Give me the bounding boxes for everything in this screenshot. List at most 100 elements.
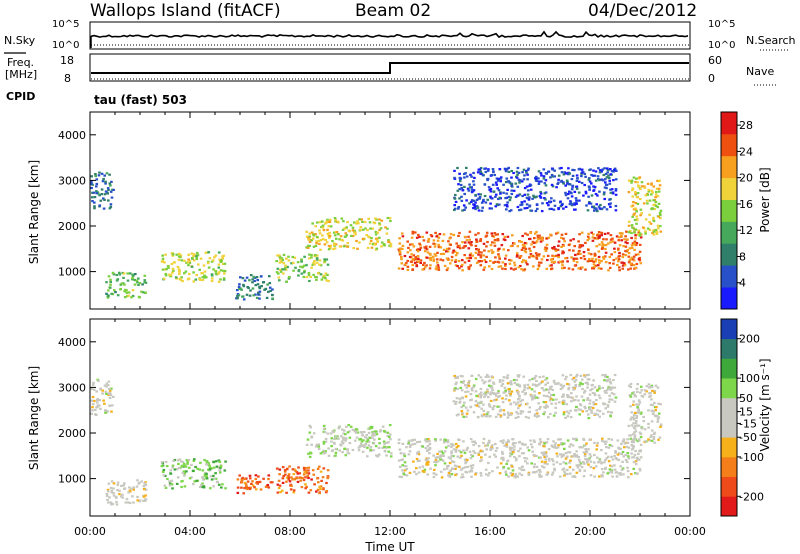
echo-cell xyxy=(112,487,115,490)
echo-cell xyxy=(646,193,650,196)
echo-cell xyxy=(128,501,132,505)
echo-cell xyxy=(456,375,459,378)
echo-cell xyxy=(99,199,103,202)
echo-cell xyxy=(447,456,451,459)
echo-cell xyxy=(636,390,639,393)
echo-cell xyxy=(591,406,595,410)
echo-cell xyxy=(223,270,227,273)
echo-cell xyxy=(518,256,521,259)
echo-cell xyxy=(164,274,168,277)
echo-cell xyxy=(249,274,253,277)
echo-cell xyxy=(640,212,643,215)
echo-cell xyxy=(535,470,539,473)
echo-cell xyxy=(327,447,330,450)
echo-cell xyxy=(624,454,627,457)
echo-cell xyxy=(658,184,662,187)
echo-cell xyxy=(260,285,263,288)
echo-cell xyxy=(635,403,638,406)
echo-cell xyxy=(284,266,287,269)
echo-cell xyxy=(464,172,467,175)
echo-cell xyxy=(462,415,465,418)
echo-cell xyxy=(522,468,526,472)
echo-cell xyxy=(326,432,330,435)
echo-cell xyxy=(178,252,181,255)
echo-cell xyxy=(407,246,410,249)
echo-cell xyxy=(570,400,573,403)
echo-cell xyxy=(528,247,531,250)
echo-cell xyxy=(366,246,370,249)
echo-cell xyxy=(544,406,547,409)
echo-cell xyxy=(137,482,141,485)
echo-cell xyxy=(116,294,120,297)
echo-cell xyxy=(489,195,492,198)
echo-cell xyxy=(477,260,480,263)
echo-cell xyxy=(236,486,240,489)
echo-cell xyxy=(328,235,332,238)
echo-cell xyxy=(325,241,329,244)
echo-cell xyxy=(610,455,613,458)
echo-cell xyxy=(338,425,341,428)
echo-cell xyxy=(605,238,608,241)
echo-cell xyxy=(255,488,258,491)
echo-cell xyxy=(573,380,577,383)
echo-cell xyxy=(566,394,570,397)
echo-cell xyxy=(464,244,467,248)
echo-cell xyxy=(95,399,99,402)
velocity-ylabel: Slant Range [km] xyxy=(27,366,41,470)
echo-cell xyxy=(296,477,299,480)
echo-cell xyxy=(470,398,473,401)
echo-cell xyxy=(508,455,512,458)
echo-cell xyxy=(494,449,498,452)
echo-cell xyxy=(125,295,129,298)
echo-cell xyxy=(107,275,111,278)
echo-cell xyxy=(486,240,489,244)
echo-cell xyxy=(510,447,514,450)
echo-cell xyxy=(576,253,580,256)
echo-cell xyxy=(328,236,331,239)
echo-cell xyxy=(472,199,476,202)
echo-cell xyxy=(614,169,617,172)
echo-cell xyxy=(426,444,430,448)
echo-cell xyxy=(138,499,142,502)
echo-cell xyxy=(513,261,516,264)
echo-cell xyxy=(464,206,467,209)
echo-cell xyxy=(586,239,589,242)
echo-cell xyxy=(297,466,300,469)
echo-cell xyxy=(517,171,521,174)
echo-cell xyxy=(322,487,325,490)
echo-cell xyxy=(278,256,282,259)
echo-cell xyxy=(400,458,403,462)
echo-cell xyxy=(614,204,618,208)
echo-cell xyxy=(481,379,484,382)
echo-cell xyxy=(257,475,260,478)
echo-cell xyxy=(587,232,590,235)
echo-cell xyxy=(141,283,144,286)
echo-cell xyxy=(596,409,599,412)
echo-cell xyxy=(593,209,596,212)
echo-cell xyxy=(535,384,538,388)
echo-cell xyxy=(453,197,457,200)
echo-cell xyxy=(164,272,168,276)
echo-cell xyxy=(482,409,486,412)
echo-cell xyxy=(518,404,521,407)
echo-cell xyxy=(490,391,493,394)
echo-cell xyxy=(507,412,510,415)
echo-cell xyxy=(554,382,557,385)
echo-cell xyxy=(510,383,513,386)
echo-cell xyxy=(584,190,588,193)
echo-cell xyxy=(477,251,481,254)
echo-cell xyxy=(425,449,429,452)
echo-cell xyxy=(630,244,634,247)
echo-cell xyxy=(609,168,612,171)
echo-cell xyxy=(615,257,618,260)
echo-cell xyxy=(598,415,601,418)
echo-cell xyxy=(275,467,279,470)
echo-cell xyxy=(504,267,507,271)
echo-cell xyxy=(363,220,367,224)
echo-cell xyxy=(461,259,464,262)
echo-cell xyxy=(327,220,330,223)
echo-cell xyxy=(378,442,381,445)
echo-cell xyxy=(598,190,601,193)
echo-cell xyxy=(251,281,254,284)
echo-cell xyxy=(442,252,446,255)
